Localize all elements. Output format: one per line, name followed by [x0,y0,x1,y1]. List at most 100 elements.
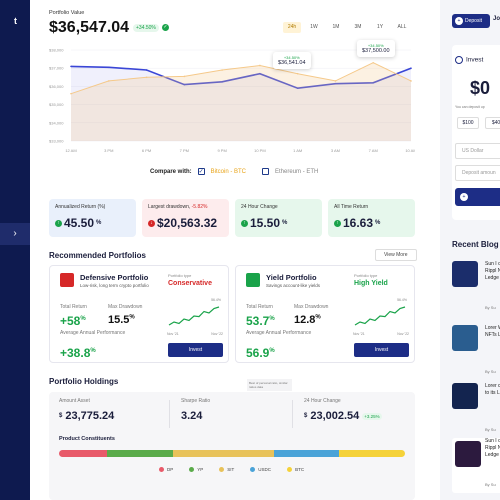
y-tick-label: $36,000 [49,84,64,89]
y-tick-label: $38,000 [49,48,64,53]
view-more-button[interactable]: View More [375,249,417,261]
chevron-right-icon[interactable]: › [0,223,30,245]
blog-thumbnail [452,383,478,409]
stat-value: 45.50 [64,216,95,230]
portfolio-type-value: High Yield [354,280,388,287]
compare-with: Compare with: ✓ Bitcoin - BTC Ethereum -… [150,168,318,175]
tab-3m[interactable]: 3M [354,24,362,30]
tab-1w[interactable]: 1W [310,24,318,30]
deposit-button[interactable]: + Deposit [452,14,490,28]
divider [292,400,293,428]
portfolio-value: $36,547.04 [49,19,130,36]
legend-item: YP [189,467,204,473]
check-circle-icon: ✓ [162,24,169,31]
invest-button[interactable]: Invest [354,343,409,357]
data-point [372,81,375,84]
series-area [71,62,411,142]
invest-heading: Invest [455,56,483,64]
invest-button[interactable]: Invest [168,343,223,357]
x-tick-label: 7 PM [180,148,189,153]
amount-asset: Amount Asset $23,775.24 [59,398,114,422]
tab-all[interactable]: ALL [397,24,407,30]
portfolio-sub: Savings account-like yields [266,283,321,288]
total-return-value: 53.7% [246,314,275,328]
arrow-up-icon: ↑ [334,219,341,227]
user-name[interactable]: Jo [493,16,500,22]
sidebar: t › [0,0,30,500]
tab-1m[interactable]: 1M [332,24,340,30]
series-line [70,62,412,95]
amount-chip-100[interactable]: $100 [457,117,479,129]
eth-checkbox[interactable] [262,168,270,175]
right-panel: + Deposit Jo Invest $0 You can deposit up… [440,0,500,500]
stat-label: Largest drawdown, -5.82% [148,204,223,210]
blog-thumbnail [455,441,481,467]
constituent-segment[interactable] [107,450,174,457]
stat-value: 16.63 [343,216,374,230]
amount-chip-40[interactable]: $40 [485,117,500,129]
currency-select[interactable]: US Dollar [455,143,500,159]
deposit-note: You can deposit up [455,105,485,109]
max-drawdown-label: Max Drawdown [108,304,143,310]
y-tick-label: $33,000 [49,139,64,144]
avg-annual-value: 56.9% [246,346,275,360]
confirm-deposit-button[interactable]: + [455,188,500,206]
constituent-segment[interactable] [59,450,108,457]
tab-1y[interactable]: 1Y [376,24,384,30]
data-point [372,61,375,64]
blog-item[interactable]: Lorer comp to its Ledge By Su [452,383,500,438]
constituent-segment[interactable] [339,450,405,457]
portfolio-sparkline: 56.4% Nov '21 Nov '22 [353,298,409,336]
constituent-segment[interactable] [173,450,274,457]
blog-item[interactable]: Sun I comp Rippl NFTs Ledge By Su [452,438,500,493]
recent-blog-title: Recent Blog [452,240,499,249]
tooltip-change: +34.50% [283,55,300,60]
data-point [183,83,186,86]
blog-item[interactable]: Lorer With NFTs Ledge By Su [452,325,500,380]
data-point [259,64,261,67]
constituent-segment[interactable] [273,450,340,457]
stat-label: All Time Return [334,204,369,210]
stat-label: 24 Hour Change [241,204,278,210]
plus-icon: + [455,17,463,25]
deposit-amount-input[interactable]: Deposit amoun [455,165,500,181]
max-drawdown-value: 15.5% [108,314,135,326]
data-point [221,81,223,83]
max-drawdown-label: Max Drawdown [294,304,329,310]
currency-symbol: $ [59,413,63,419]
invest-amount: $0 [470,78,491,98]
blog-item[interactable]: Sun I comp Rippl NFTs Ledge By Su [452,261,500,316]
stat-value-row: ↑ 15.50% [241,216,316,230]
constituents-bar[interactable] [59,450,405,457]
legend-swatch [189,467,195,473]
stat-value: $20,563.32 [157,216,218,230]
legend-label: BTC [295,467,305,472]
portfolio-chart[interactable]: $38,000 $37,000 $36,000 $35,000 $34,000 $33,0… [49,40,415,155]
avg-annual-label: Average Annual Performance [246,330,312,336]
legend-swatch [287,467,293,473]
tab-24h[interactable]: 24h [283,22,301,33]
yield-portfolio-icon [246,273,260,287]
constituents-title: Product Constituents [59,436,115,442]
stat-card-all-time-return: All Time Return ↑ 16.63% [328,199,415,237]
sparkline-start-label: Nov '21 [167,332,179,336]
stat-unit: % [96,220,102,226]
y-tick-label: $37,000 [49,66,64,71]
invest-title: Invest [466,56,484,64]
x-tick-label: 3 PM [104,148,113,153]
holdings-change-badge: +3.25% [362,412,382,420]
holdings-24h-change: 24 Hour Change $23,002.54 +3.25% [304,398,382,422]
data-point [183,75,186,78]
y-tick-label: $35,000 [49,102,64,107]
holdings-change-label: 24 Hour Change [304,398,341,404]
portfolio-type-value: Conservative [168,280,212,287]
chart-tooltip: +34.50% $36,541.04 [273,52,311,69]
stat-unit: % [375,220,381,226]
data-point [410,67,412,69]
legend-label: YP [197,467,204,472]
btc-checkbox[interactable]: ✓ [197,168,205,175]
data-point [145,69,148,71]
data-point [296,87,299,90]
legend-item: BTC [287,467,305,473]
sparkline-path [168,306,220,326]
